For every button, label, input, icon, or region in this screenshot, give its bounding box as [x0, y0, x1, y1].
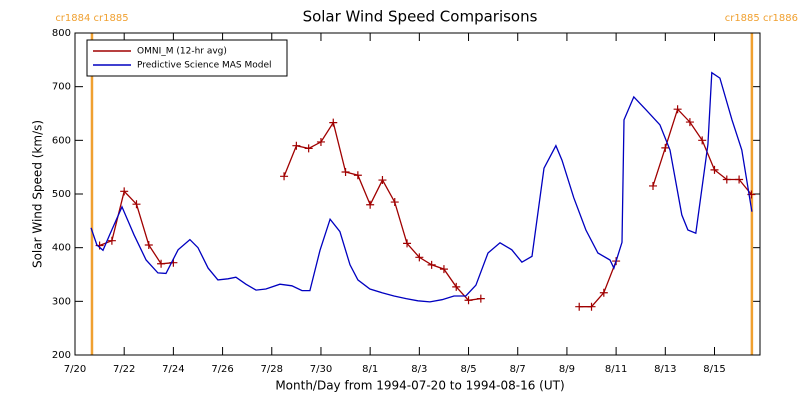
data-point: [144, 240, 153, 249]
data-point: [452, 282, 461, 291]
data-point: [427, 260, 436, 269]
data-point: [353, 171, 362, 180]
data-point: [649, 181, 658, 190]
data-point: [329, 118, 338, 127]
x-tick-label: 8/3: [411, 364, 427, 375]
y-tick-label: 700: [52, 82, 71, 93]
x-tick-label: 7/30: [310, 364, 332, 375]
chart-title: Solar Wind Speed Comparisons: [303, 8, 538, 26]
data-point: [587, 302, 596, 311]
y-tick-label: 300: [52, 296, 71, 307]
x-tick-label: 8/5: [460, 364, 476, 375]
x-tick-label: 7/24: [162, 364, 184, 375]
data-point: [132, 200, 141, 209]
data-point: [157, 259, 166, 268]
y-tick-label: 400: [52, 243, 71, 254]
data-point: [341, 167, 350, 176]
x-tick-label: 8/9: [559, 364, 575, 375]
x-tick-label: 8/11: [605, 364, 627, 375]
y-tick-label: 600: [52, 135, 71, 146]
series-line: [99, 107, 752, 308]
data-point: [673, 105, 682, 114]
data-point: [735, 175, 744, 184]
data-point: [698, 136, 707, 145]
x-tick-label: 7/22: [113, 364, 135, 375]
data-point: [403, 239, 412, 248]
data-point: [685, 118, 694, 127]
x-tick-label: 7/20: [64, 364, 86, 375]
data-point: [366, 200, 375, 209]
legend-box: [86, 39, 288, 77]
x-tick-label: 8/7: [510, 364, 526, 375]
x-axis-label: Month/Day from 1994-07-20 to 1994-08-16 …: [275, 379, 564, 393]
data-point: [280, 172, 289, 181]
data-point: [439, 265, 448, 274]
y-tick-label: 200: [52, 350, 71, 361]
data-point: [599, 288, 608, 297]
legend-label: Predictive Science MAS Model: [137, 61, 272, 71]
marker-label: cr1884 cr1885: [55, 13, 128, 24]
marker-label: cr1885 cr1886: [725, 13, 798, 24]
x-tick-label: 8/15: [703, 364, 725, 375]
data-point: [415, 253, 424, 262]
x-tick-label: 8/1: [362, 364, 378, 375]
x-tick-label: 7/28: [261, 364, 283, 375]
series-line: [90, 71, 753, 303]
plot-frame: [74, 32, 761, 356]
data-point: [464, 296, 473, 305]
x-tick-label: 8/13: [654, 364, 676, 375]
data-point: [107, 236, 116, 245]
data-point: [304, 144, 313, 153]
data-point: [120, 187, 129, 196]
data-point: [316, 137, 325, 146]
data-point: [722, 175, 731, 184]
data-point: [661, 143, 670, 152]
data-point: [476, 294, 485, 303]
y-tick-label: 800: [52, 28, 71, 39]
y-axis-label: Solar Wind Speed (km/s): [31, 120, 45, 268]
y-tick-label: 500: [52, 189, 71, 200]
data-point: [390, 198, 399, 207]
x-tick-label: 7/26: [211, 364, 233, 375]
data-point: [292, 141, 301, 150]
legend-label: OMNI_M (12-hr avg): [137, 47, 227, 57]
data-point: [378, 176, 387, 185]
data-point: [575, 302, 584, 311]
data-point: [710, 165, 719, 174]
